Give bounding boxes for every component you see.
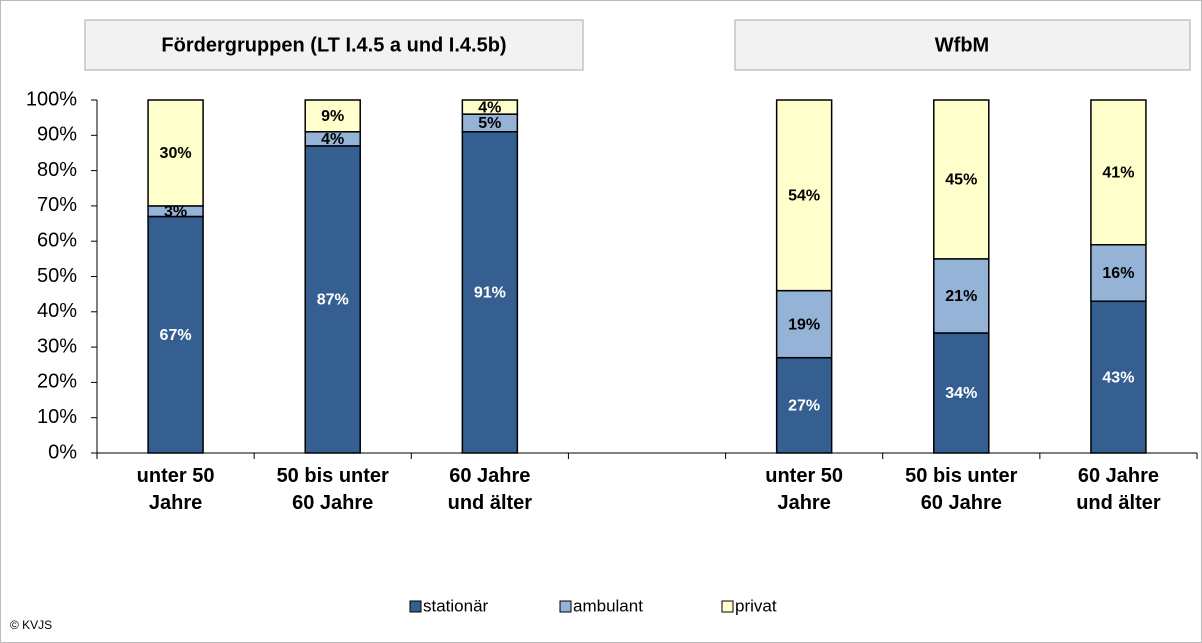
data-label: 67%	[160, 327, 192, 344]
y-tick-label: 50%	[37, 265, 77, 287]
data-label: 41%	[1102, 165, 1134, 182]
data-label: 54%	[788, 188, 820, 205]
bar-segment	[304, 99, 361, 133]
data-label: 4%	[478, 99, 501, 116]
data-label: 43%	[1102, 369, 1134, 386]
bar-segment	[933, 99, 990, 260]
y-tick-label: 0%	[48, 441, 77, 463]
source: © KVJS	[10, 618, 52, 632]
group-box	[84, 19, 584, 71]
data-label: 4%	[321, 131, 344, 148]
y-tick-label: 100%	[26, 88, 77, 110]
data-label: 16%	[1102, 265, 1134, 282]
data-label: 45%	[945, 172, 977, 189]
group-title: Fördergruppen (LT I.4.5 a und I.4.5b)	[161, 34, 506, 56]
data-label: 19%	[788, 316, 820, 333]
data-label: 87%	[317, 292, 349, 309]
bar-segment	[933, 332, 990, 454]
data-label: 9%	[321, 108, 344, 125]
y-tick-label: 40%	[37, 300, 77, 322]
bar-segment	[775, 99, 833, 292]
legend-swatch	[409, 600, 422, 613]
data-label: 21%	[945, 288, 977, 305]
legend-swatch	[559, 600, 572, 613]
y-tick-label: 80%	[37, 159, 77, 181]
x-tick-label: unter 50 Jahre	[765, 465, 844, 514]
y-tick-label: 10%	[37, 406, 77, 428]
legend-label: privat	[735, 596, 777, 615]
bar-segment	[461, 131, 519, 454]
x-tick-label: 50 bis unter 60 Jahre	[276, 465, 389, 514]
x-tick-label: unter 50 Jahre	[136, 465, 215, 514]
y-tick-label: 70%	[37, 194, 77, 216]
x-tick-label-box: 60 Jahre und älter	[1076, 465, 1161, 514]
bar-segment	[775, 289, 833, 359]
data-label: 3%	[164, 203, 187, 220]
y-tick-label: 20%	[37, 371, 77, 393]
bar-segment	[933, 258, 990, 334]
legend-swatch	[721, 600, 734, 613]
bar-segment	[1090, 300, 1147, 454]
legend-label: stationär	[423, 596, 489, 615]
x-tick-label-box: unter 50 Jahre	[765, 465, 844, 514]
y-tick-label: 30%	[37, 335, 77, 357]
bar-segment	[304, 145, 361, 454]
x-tick-label-box: 50 bis unter 60 Jahre	[276, 465, 389, 514]
bar-segment	[1090, 99, 1147, 246]
x-tick-label: 50 bis unter 60 Jahre	[905, 465, 1018, 514]
data-label: 91%	[474, 285, 506, 302]
x-tick-label: 60 Jahre und älter	[1076, 465, 1161, 514]
y-tick-label: 90%	[37, 124, 77, 146]
x-tick-label-box: 50 bis unter 60 Jahre	[905, 465, 1018, 514]
data-label: 5%	[478, 115, 501, 132]
bar-segment	[147, 99, 204, 207]
bar-segment	[775, 356, 833, 454]
x-tick-label-box: 60 Jahre und älter	[447, 465, 533, 514]
bar-segment	[461, 99, 519, 115]
data-label: 30%	[160, 145, 192, 162]
data-label: 27%	[788, 398, 820, 415]
data-label: 34%	[945, 385, 977, 402]
group-title: WfbM	[935, 34, 989, 56]
x-tick-label: 60 Jahre und älter	[447, 465, 533, 514]
legend-label: ambulant	[573, 596, 643, 615]
group-box	[734, 19, 1191, 71]
y-tick-label: 60%	[37, 229, 77, 251]
x-tick-label-box: unter 50 Jahre	[136, 465, 215, 514]
